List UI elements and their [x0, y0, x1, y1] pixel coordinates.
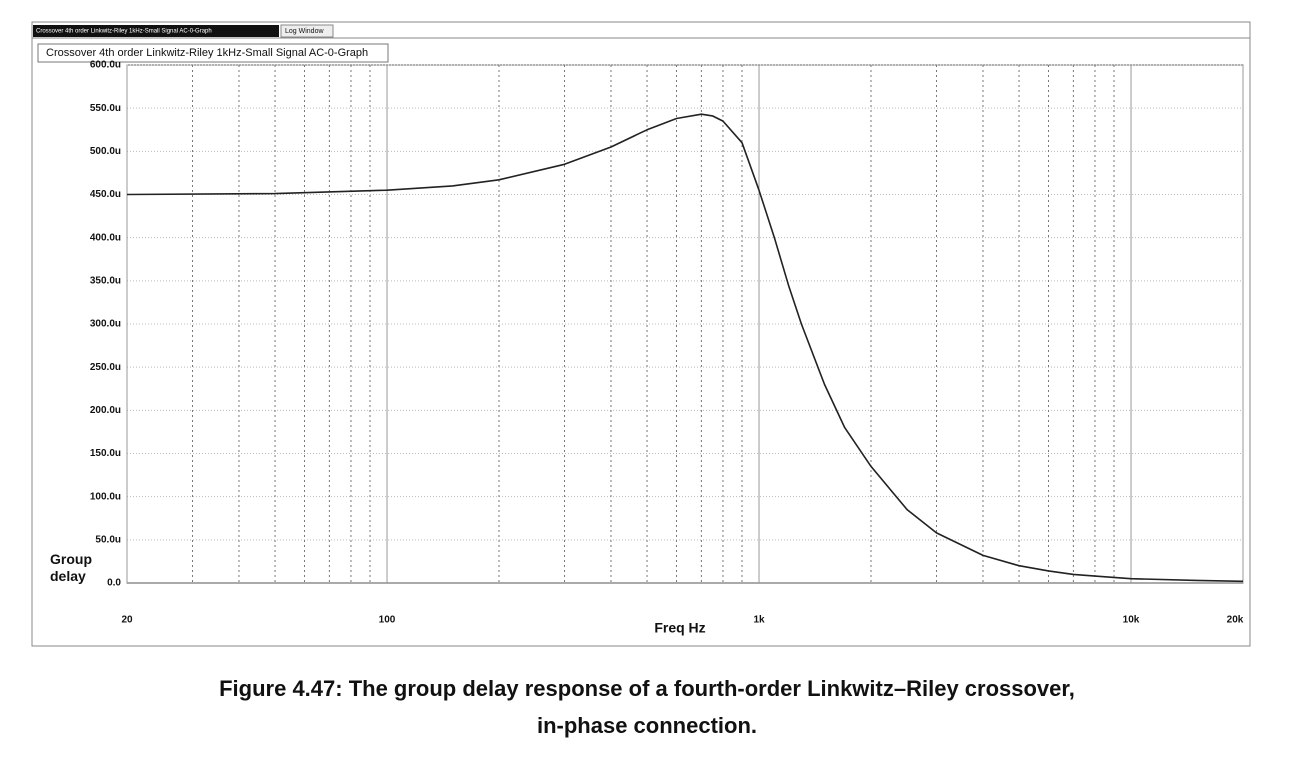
y-tick-label: 600.0u [90, 60, 121, 71]
x-axis-label: Freq Hz [654, 620, 705, 636]
y-tick-label: 200.0u [90, 405, 121, 416]
y-tick-label: 550.0u [90, 103, 121, 114]
caption-line: in-phase connection. [536, 713, 758, 738]
y-tick-label: 300.0u [90, 319, 121, 330]
x-tick-label: 10k [1123, 615, 1140, 626]
tab-label: Log Window [285, 28, 324, 35]
data-line [126, 113, 1244, 583]
y-tick-label: 400.0u [90, 232, 121, 243]
y-axis-label: Group delay [50, 551, 92, 584]
y-tick-label: 350.0u [90, 275, 121, 286]
x-tick-label: 20 [121, 615, 133, 626]
y-tick-label: 50.0u [95, 534, 121, 545]
graph-tab-label: Crossover 4th order Linkwitz-Riley 1kHz-… [46, 47, 368, 59]
window-frame [31, 21, 1251, 647]
graph-tab[interactable] [37, 43, 389, 63]
y-tick-label: 450.0u [90, 189, 121, 200]
y-tick-label: 100.0u [90, 491, 121, 502]
tab[interactable] [33, 25, 279, 37]
caption-line: Figure 4.47: The group delay response of… [219, 676, 1075, 701]
y-tick-label: 150.0u [90, 448, 121, 459]
tab[interactable] [280, 24, 334, 38]
x-tick-label: 100 [379, 615, 396, 626]
x-tick-label: 20k [1227, 615, 1244, 626]
y-tick-label: 500.0u [90, 146, 121, 157]
y-tick-label: 250.0u [90, 362, 121, 373]
y-tick-label: 0.0 [107, 578, 121, 589]
x-tick-label: 1k [753, 615, 765, 626]
tab-label: Crossover 4th order Linkwitz-Riley 1kHz-… [36, 29, 212, 35]
